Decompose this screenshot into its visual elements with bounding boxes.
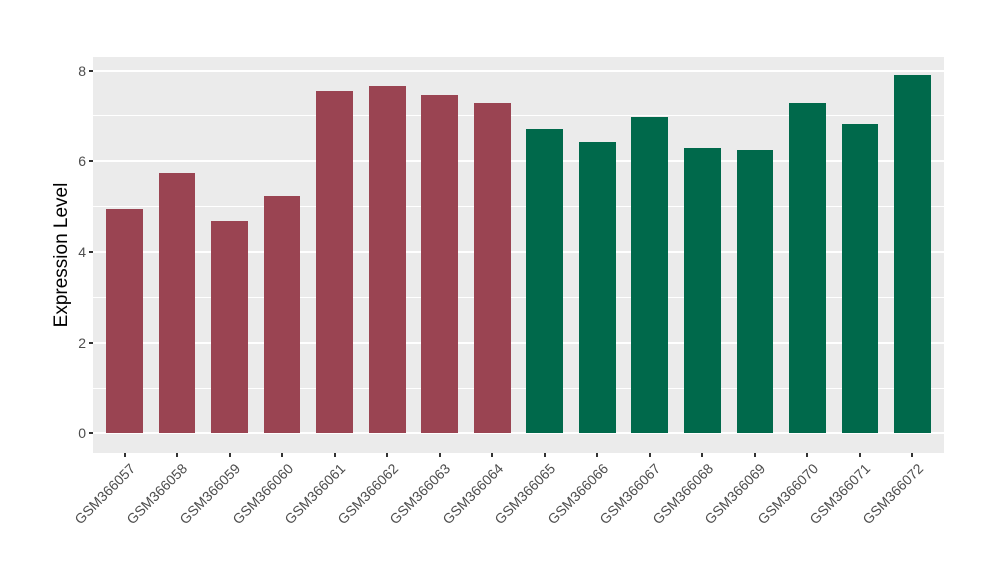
x-tick xyxy=(911,453,914,457)
x-tick xyxy=(806,453,809,457)
y-tick-label: 8 xyxy=(78,62,86,79)
gridline-minor xyxy=(93,296,944,298)
y-tick-label: 6 xyxy=(78,153,86,170)
x-tick xyxy=(176,453,179,457)
x-tick xyxy=(858,453,861,457)
y-tick-label: 2 xyxy=(78,334,86,351)
gridline-major xyxy=(93,69,944,72)
y-tick-label: 0 xyxy=(78,425,86,442)
x-tick xyxy=(753,453,756,457)
gridline-minor xyxy=(93,387,944,389)
y-tick xyxy=(89,160,93,163)
bar-GSM366064 xyxy=(473,103,511,434)
x-tick xyxy=(333,453,336,457)
gridline-major xyxy=(93,160,944,163)
bar-GSM366058 xyxy=(158,172,196,434)
bar-GSM366061 xyxy=(316,90,354,434)
plot-panel xyxy=(93,57,944,453)
bar-GSM366070 xyxy=(789,103,826,434)
x-tick xyxy=(386,453,389,457)
x-tick xyxy=(596,453,599,457)
gridline-major xyxy=(93,251,944,254)
bar-GSM366066 xyxy=(578,141,616,434)
bar-GSM366063 xyxy=(421,94,459,434)
gridline-major xyxy=(93,341,944,344)
bar-GSM366062 xyxy=(368,86,406,434)
bar-GSM366069 xyxy=(736,149,774,434)
bar-GSM366068 xyxy=(683,148,721,434)
x-tick xyxy=(648,453,651,457)
x-tick xyxy=(438,453,441,457)
bar-GSM366071 xyxy=(841,124,879,434)
bar-GSM366072 xyxy=(894,75,931,434)
bar-GSM366057 xyxy=(106,209,143,434)
gridline-major xyxy=(93,432,944,435)
y-tick xyxy=(89,341,93,344)
bar-GSM366060 xyxy=(263,195,301,434)
x-tick xyxy=(228,453,231,457)
y-tick xyxy=(89,251,93,254)
gridline-minor xyxy=(93,206,944,208)
bar-GSM366065 xyxy=(526,128,564,434)
x-tick xyxy=(281,453,284,457)
y-tick xyxy=(89,432,93,435)
y-tick xyxy=(89,69,93,72)
y-tick-label: 4 xyxy=(78,244,86,261)
bar-GSM366059 xyxy=(211,220,248,434)
x-tick xyxy=(123,453,126,457)
bar-GSM366067 xyxy=(631,117,669,434)
y-axis-title: Expression Level xyxy=(51,182,72,328)
gridline-minor xyxy=(93,115,944,117)
x-tick xyxy=(543,453,546,457)
x-tick xyxy=(491,453,494,457)
x-tick xyxy=(701,453,704,457)
